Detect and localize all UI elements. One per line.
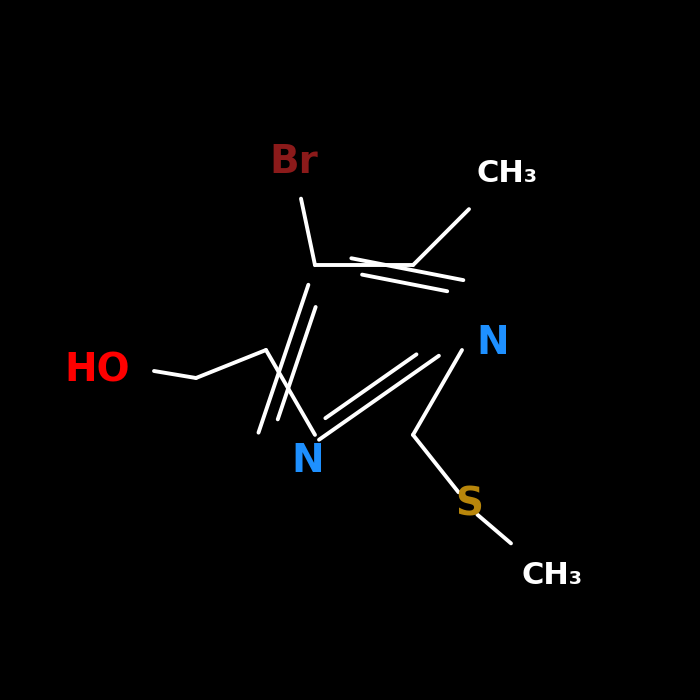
Text: N: N bbox=[292, 442, 324, 480]
Text: CH₃: CH₃ bbox=[476, 159, 537, 188]
Text: S: S bbox=[455, 486, 483, 524]
Text: HO: HO bbox=[64, 352, 130, 390]
Text: CH₃: CH₃ bbox=[522, 561, 582, 590]
Text: Br: Br bbox=[270, 143, 318, 181]
Text: N: N bbox=[476, 324, 509, 362]
